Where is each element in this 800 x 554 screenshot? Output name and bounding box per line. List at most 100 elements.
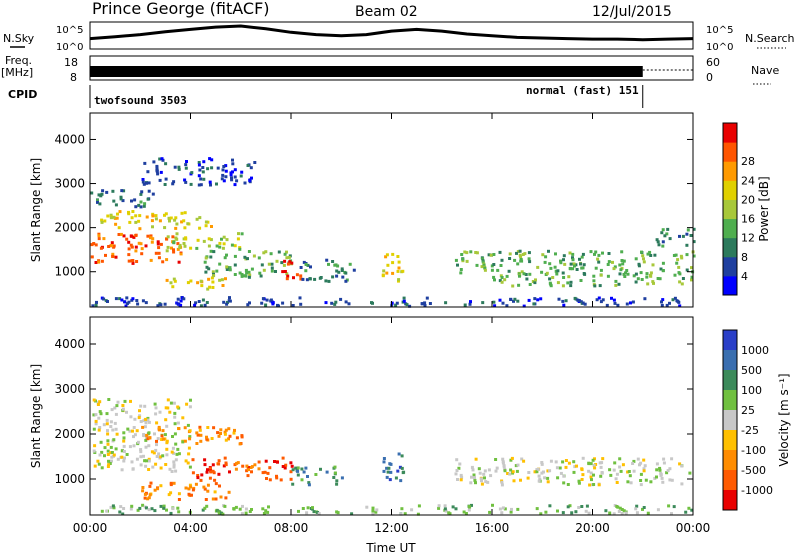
heatmap-cell xyxy=(554,252,557,256)
heatmap-cell xyxy=(165,249,169,253)
heatmap-cell xyxy=(139,450,143,454)
heatmap-cell xyxy=(248,273,252,277)
heatmap-cell xyxy=(106,453,110,456)
heatmap-cell xyxy=(545,271,549,275)
date-label: 12/Jul/2015 xyxy=(592,4,672,20)
heatmap-cell xyxy=(556,269,560,273)
heatmap-cell xyxy=(505,304,509,308)
heatmap-cell xyxy=(167,493,171,497)
heatmap-cell xyxy=(535,470,539,474)
heatmap-cell xyxy=(494,469,498,473)
heatmap-cell xyxy=(182,297,186,301)
heatmap-cell xyxy=(460,253,464,256)
nsearch-label: N.Search xyxy=(745,32,795,45)
heatmap-cell xyxy=(145,181,148,185)
colorbar-swatch xyxy=(723,218,737,239)
heatmap-cell xyxy=(224,164,228,168)
heatmap-cell xyxy=(204,256,208,260)
heatmap-cell xyxy=(160,438,164,441)
heatmap-cell xyxy=(225,265,229,269)
heatmap-cell xyxy=(127,253,131,257)
heatmap-cell xyxy=(230,243,234,247)
heatmap-cell xyxy=(262,512,266,515)
heatmap-cell xyxy=(467,504,471,508)
heatmap-cell xyxy=(148,436,152,440)
heatmap-cell xyxy=(182,219,186,223)
colorbar-tick-label: 24 xyxy=(741,174,755,187)
heatmap-cell xyxy=(135,299,139,302)
heatmap-cell xyxy=(561,299,565,303)
heatmap-cell xyxy=(578,257,581,261)
heatmap-cell xyxy=(114,427,118,431)
colorbar-swatch xyxy=(723,275,737,296)
beam-label: Beam 02 xyxy=(355,4,418,20)
heatmap-cell xyxy=(177,498,181,501)
x-tick-label: 08:00 xyxy=(274,521,309,535)
heatmap-cell xyxy=(198,428,202,432)
heatmap-cell xyxy=(569,262,573,266)
colorbar-swatch xyxy=(723,430,737,451)
heatmap-cell xyxy=(198,226,202,230)
heatmap-cell xyxy=(109,451,113,455)
heatmap-cell xyxy=(105,190,109,194)
heatmap-cell xyxy=(109,445,113,449)
heatmap-cell xyxy=(105,412,109,416)
heatmap-cell xyxy=(614,283,618,287)
heatmap-cell xyxy=(114,255,118,259)
heatmap-cell xyxy=(170,450,174,454)
heatmap-cell xyxy=(665,232,669,236)
heatmap-cell xyxy=(634,280,638,284)
heatmap-cell xyxy=(337,270,341,274)
heatmap-cell xyxy=(172,248,175,252)
heatmap-cell xyxy=(166,235,170,239)
heatmap-cell xyxy=(171,235,175,239)
heatmap-cell xyxy=(648,250,652,254)
heatmap-cell xyxy=(634,257,638,261)
heatmap-cell xyxy=(587,461,591,465)
heatmap-cell xyxy=(605,303,609,307)
heatmap-cell xyxy=(678,234,681,238)
heatmap-cell xyxy=(391,252,395,256)
heatmap-cell xyxy=(636,277,640,281)
heatmap-cell xyxy=(276,460,279,464)
heatmap-cell xyxy=(335,482,339,486)
heatmap-cell xyxy=(187,492,191,496)
heatmap-cell xyxy=(112,453,116,457)
heatmap-cell xyxy=(527,471,531,474)
cpid-bar: twofsound 3503 normal (fast) 151 xyxy=(89,84,644,108)
heatmap-cell xyxy=(209,238,213,242)
heatmap-cell xyxy=(223,430,227,434)
heatmap-cell xyxy=(607,260,611,264)
heatmap-cell xyxy=(149,258,153,262)
heatmap-cell xyxy=(517,283,521,287)
heatmap-cell xyxy=(686,228,690,232)
heatmap-cell xyxy=(130,298,134,302)
heatmap-cell xyxy=(213,478,217,482)
heatmap-cell xyxy=(190,493,193,497)
heatmap-cell xyxy=(132,444,136,448)
heatmap-cell xyxy=(568,251,572,255)
heatmap-cell xyxy=(566,505,570,509)
heatmap-cell xyxy=(214,497,218,501)
heatmap-cell xyxy=(143,496,147,500)
heatmap-cell xyxy=(135,429,139,433)
heatmap-cell xyxy=(623,275,627,278)
heatmap-cell xyxy=(670,478,674,482)
heatmap-cell xyxy=(544,510,548,514)
heatmap-cell xyxy=(247,270,251,274)
heatmap-cell xyxy=(199,478,203,482)
heatmap-cell xyxy=(164,406,168,410)
heatmap-cell xyxy=(177,165,181,169)
heatmap-cell xyxy=(197,163,201,167)
heatmap-cell xyxy=(500,511,504,515)
heatmap-cell xyxy=(93,444,97,448)
heatmap-cell xyxy=(159,242,163,246)
heatmap-cell xyxy=(581,473,585,477)
heatmap-cell xyxy=(275,474,278,478)
heatmap-cell xyxy=(444,301,448,305)
heatmap-cell xyxy=(126,427,130,431)
heatmap-cell xyxy=(519,259,523,263)
heatmap-cell xyxy=(175,222,179,226)
heatmap-cell xyxy=(234,505,238,509)
heatmap-cell xyxy=(483,476,486,480)
